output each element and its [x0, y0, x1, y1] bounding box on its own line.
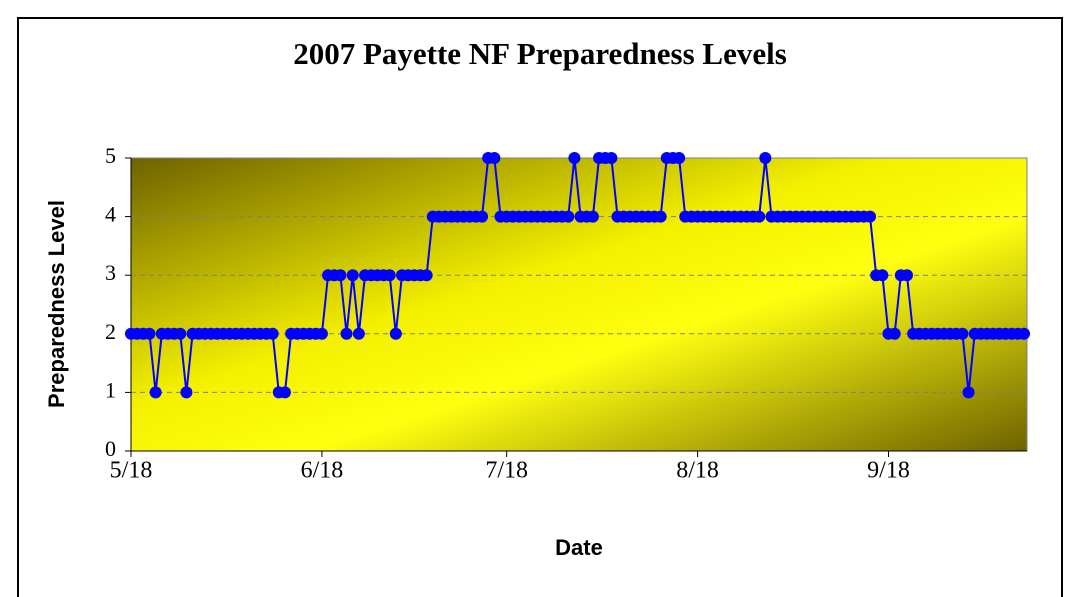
data-point: [888, 327, 901, 340]
data-point: [149, 386, 162, 399]
x-tick-label: 9/18: [867, 458, 910, 484]
y-tick-label: 3: [105, 260, 116, 285]
y-tick-label: 5: [105, 143, 116, 168]
x-tick-label: 7/18: [485, 458, 528, 484]
data-point: [864, 210, 877, 223]
data-point: [383, 269, 396, 282]
data-point: [876, 269, 889, 282]
x-tick-label: 6/18: [301, 458, 344, 484]
data-point: [962, 386, 975, 399]
data-point: [900, 269, 913, 282]
data-point: [278, 386, 291, 399]
data-point: [143, 327, 156, 340]
data-point: [266, 327, 279, 340]
data-point: [654, 210, 667, 223]
data-point: [1018, 327, 1030, 340]
data-point: [352, 327, 365, 340]
data-point: [568, 152, 581, 164]
data-point: [488, 152, 501, 164]
data-point: [346, 269, 359, 282]
y-tick-label: 4: [105, 202, 116, 227]
data-point: [174, 327, 187, 340]
data-point: [956, 327, 969, 340]
data-point: [562, 210, 575, 223]
data-point: [315, 327, 328, 340]
x-tick-label: 5/18: [110, 458, 153, 484]
data-point: [753, 210, 766, 223]
data-point: [334, 269, 347, 282]
y-axis-label: Preparedness Level: [44, 200, 69, 408]
y-tick-label: 1: [105, 377, 116, 402]
x-axis-label: Date: [555, 535, 603, 560]
data-point: [340, 327, 353, 340]
x-tick-label: 8/18: [676, 458, 719, 484]
data-point: [389, 327, 402, 340]
data-point: [476, 210, 489, 223]
y-tick-label: 0: [105, 436, 116, 461]
data-point: [605, 152, 618, 164]
data-point: [759, 152, 772, 164]
chart-title: 2007 Payette NF Preparedness Levels: [293, 36, 787, 71]
data-point: [180, 386, 193, 399]
y-tick-label: 2: [105, 319, 116, 344]
data-point: [420, 269, 433, 282]
data-point: [673, 152, 686, 164]
data-point: [586, 210, 599, 223]
